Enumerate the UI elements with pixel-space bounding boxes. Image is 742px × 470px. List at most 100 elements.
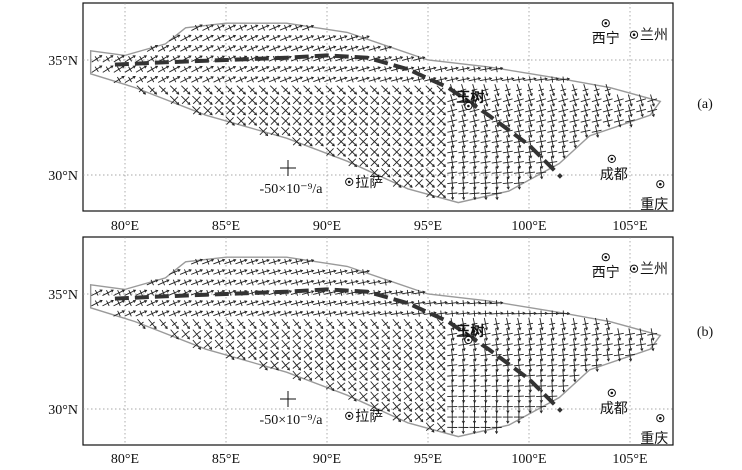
strain-axis-mark: [371, 321, 378, 327]
strain-axis-mark: [437, 137, 445, 146]
arrow-head: [210, 269, 215, 273]
city-lhasa: 拉萨: [345, 409, 383, 425]
arrow-head: [388, 280, 393, 284]
arrow-head: [364, 398, 368, 402]
strain-axis-mark: [239, 310, 243, 317]
arrow-head: [595, 348, 599, 352]
strain-axis-mark: [547, 119, 558, 123]
strain-axis-mark: [591, 98, 602, 103]
strain-axis-mark: [217, 258, 221, 265]
strain-axis-mark: [273, 279, 276, 286]
arrow-head: [562, 337, 566, 341]
arrow-head: [311, 290, 315, 294]
arrow-head: [309, 112, 313, 116]
strain-axis-mark: [284, 45, 288, 52]
arrow-head: [420, 101, 424, 106]
arrow-head: [320, 346, 324, 350]
strain-axis-mark: [582, 88, 589, 92]
strain-axis-mark: [480, 129, 491, 133]
arrow-head: [298, 112, 302, 116]
strain-axis-mark: [384, 289, 387, 296]
strain-axis-mark: [440, 310, 442, 317]
arrow-head: [555, 77, 559, 81]
strain-axis-mark: [328, 55, 332, 62]
strain-axis-mark: [425, 330, 435, 338]
strain-axis-mark: [317, 269, 321, 276]
arrow-head: [322, 45, 326, 49]
strain-axis-mark: [458, 161, 469, 164]
strain-axis-mark: [558, 129, 569, 133]
strain-axis-mark: [370, 341, 379, 349]
strain-axis-mark: [425, 403, 435, 411]
strain-axis-mark: [270, 361, 279, 369]
arrow-head: [198, 336, 202, 340]
strain-axis-mark: [403, 106, 412, 115]
strain-axis-mark: [403, 330, 412, 338]
arrow-head: [253, 336, 257, 340]
arrow-head: [409, 388, 413, 392]
strain-axis-mark: [469, 140, 480, 144]
strain-axis-mark: [384, 279, 387, 286]
arrow-head: [331, 143, 335, 147]
strain-axis-mark: [513, 98, 524, 103]
strain-axis-mark: [260, 321, 266, 327]
arrow-head: [253, 357, 257, 361]
arrow-head: [562, 155, 566, 159]
strain-axis-mark: [105, 56, 110, 62]
arrow-head: [442, 112, 446, 116]
strain-axis-mark: [281, 96, 290, 105]
arrow-head: [518, 145, 522, 149]
arrow-head: [540, 113, 544, 118]
arrow-head: [420, 367, 424, 371]
strain-axis-mark: [382, 321, 389, 327]
arrow-head: [596, 93, 600, 97]
strain-axis-mark: [350, 45, 354, 52]
strain-axis-mark: [360, 321, 366, 327]
arrow-head: [232, 65, 237, 69]
strain-axis-mark: [238, 321, 244, 327]
arrow-head: [155, 300, 159, 304]
strain-axis-mark: [403, 351, 412, 359]
arrow-head: [342, 112, 346, 116]
strain-axis-mark: [491, 129, 502, 133]
arrow-head: [333, 269, 337, 273]
strain-axis-mark: [328, 310, 332, 317]
arrow-head: [322, 300, 326, 304]
arrow-head: [629, 124, 633, 128]
strain-axis-mark: [426, 168, 434, 177]
strain-axis-mark: [250, 300, 254, 307]
strain-axis-mark: [536, 353, 547, 357]
y-tick-label: 35°N: [48, 288, 78, 303]
strain-axis-mark: [272, 87, 277, 93]
arrow-head: [518, 103, 522, 107]
study-region-outline: [89, 22, 662, 204]
arrow-head: [442, 143, 446, 147]
arrow-head: [595, 327, 600, 331]
arrow-head: [331, 357, 335, 361]
strain-axis-mark: [303, 361, 312, 369]
strain-axis-mark: [317, 76, 321, 83]
arrow-head: [455, 301, 459, 305]
arrow-head: [244, 76, 248, 80]
strain-axis-mark: [436, 403, 446, 411]
panel-tag-a: (a): [697, 97, 713, 112]
arrow-head: [409, 112, 413, 116]
arrow-head: [495, 337, 500, 341]
strain-axis-mark: [447, 182, 458, 185]
strain-axis-mark: [273, 289, 276, 296]
arrow-head: [365, 143, 369, 147]
strain-axis-mark: [436, 330, 446, 338]
arrow-head: [433, 66, 437, 70]
strain-axis-mark: [306, 310, 310, 317]
strain-axis-mark: [370, 403, 379, 411]
strain-axis-mark: [436, 423, 446, 431]
strain-axis-mark: [362, 310, 365, 317]
strain-axis-mark: [480, 353, 491, 357]
strain-axis-mark: [414, 403, 424, 411]
arrow-head: [387, 174, 391, 178]
arrow-head: [244, 300, 248, 304]
arrow-head: [388, 45, 393, 49]
strain-axis-mark: [394, 87, 400, 93]
strain-axis-mark: [250, 45, 254, 52]
arrow-head: [198, 101, 202, 106]
